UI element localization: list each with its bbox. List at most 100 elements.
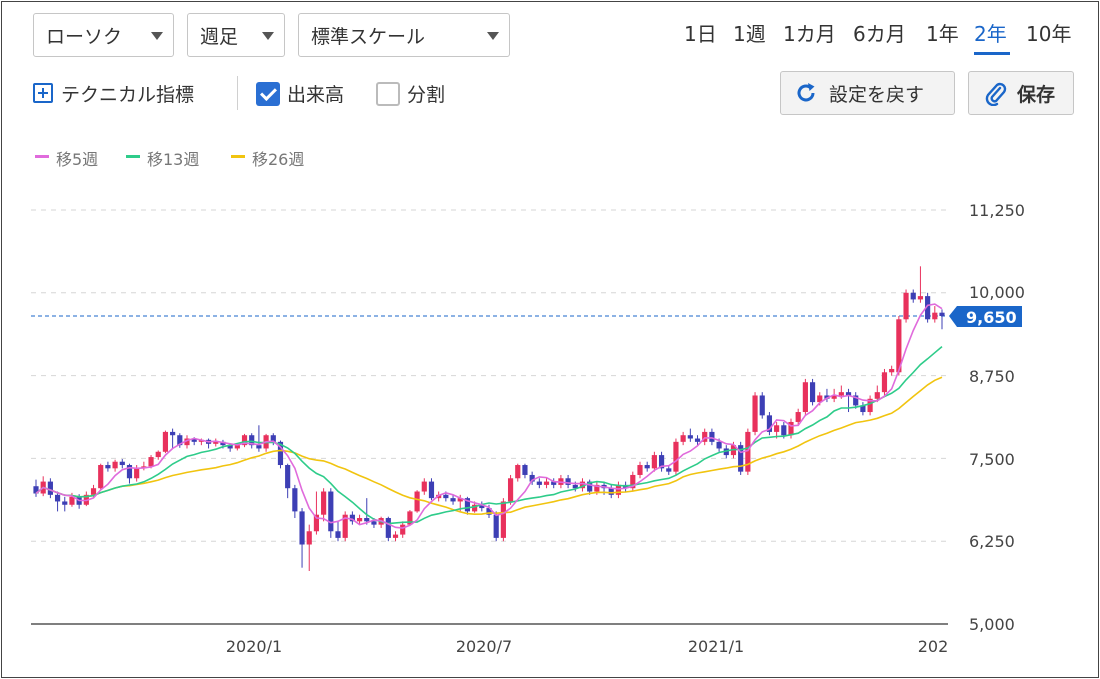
candle-body	[464, 498, 471, 512]
x-tick-label: 2020/7	[456, 637, 512, 656]
candle-body	[400, 524, 406, 535]
candle-body	[637, 465, 643, 475]
reset-settings-button[interactable]: 設定を戻す	[780, 71, 955, 115]
ma26-line	[35, 376, 943, 516]
legend-ma5-swatch	[35, 155, 49, 158]
candle-body	[98, 465, 104, 489]
candle-body	[457, 498, 463, 502]
candle-body	[536, 481, 542, 485]
candle-up	[112, 459, 118, 472]
candle-body	[889, 368, 895, 373]
candle-down	[694, 435, 701, 446]
y-tick-label: 7,500	[969, 450, 1015, 469]
candle-up	[932, 306, 938, 323]
candle-body	[896, 319, 902, 373]
candle-body	[191, 438, 197, 442]
candle-body	[802, 382, 808, 413]
current-price-label: 9,650	[966, 308, 1017, 327]
split-label: 分割	[407, 84, 446, 106]
candle-body	[867, 398, 873, 413]
candle-body	[234, 445, 240, 449]
candle-up	[515, 463, 521, 482]
candle-body	[874, 392, 880, 399]
candle-body	[177, 435, 183, 446]
chart-type-value: ローソク	[46, 25, 123, 48]
period-10y[interactable]: 10年	[1026, 22, 1072, 46]
chart-type-select[interactable]: ローソク	[33, 13, 174, 57]
candle-body	[155, 451, 161, 458]
candle-body	[932, 312, 938, 320]
ma13-line	[35, 345, 943, 525]
x-tick-label: 2021/1	[688, 637, 744, 656]
candle-body	[162, 431, 169, 452]
candle-body	[507, 478, 514, 502]
candle-body	[277, 441, 284, 466]
candle-body	[349, 514, 355, 522]
candle-body	[328, 491, 334, 532]
candle-body	[54, 494, 61, 502]
candle-down	[565, 474, 571, 489]
candle-body	[184, 438, 190, 446]
candle-up	[407, 510, 413, 526]
candle-body	[421, 481, 427, 492]
interval-select[interactable]: 週足	[187, 13, 285, 57]
candle-up	[917, 266, 924, 303]
candle-body	[831, 395, 837, 399]
candle-down	[939, 309, 945, 330]
candle-up	[83, 491, 89, 507]
candle-body	[759, 395, 765, 416]
candle-body	[788, 421, 794, 436]
candle-body	[709, 431, 715, 442]
y-tick-label: 8,750	[969, 367, 1015, 386]
save-button[interactable]: 保存	[968, 71, 1074, 115]
candle-up	[241, 433, 248, 448]
candle-body	[608, 488, 614, 495]
x-tick-label: 202	[918, 637, 949, 656]
candle-body	[90, 488, 97, 495]
candle-body	[69, 496, 75, 505]
candle-down	[292, 484, 298, 519]
candle-body	[364, 518, 370, 522]
candle-body	[249, 435, 255, 446]
candle-body	[371, 521, 377, 525]
split-checkbox[interactable]	[376, 82, 400, 106]
candle-body	[716, 441, 722, 449]
candle-body	[356, 518, 363, 522]
period-1w[interactable]: 1週	[733, 22, 766, 46]
candle-down	[119, 459, 125, 469]
scale-select[interactable]: 標準スケール	[298, 13, 510, 57]
candle-down	[270, 433, 276, 446]
plus-icon	[33, 83, 53, 103]
period-1m[interactable]: 1カ月	[783, 22, 836, 46]
candle-body	[673, 441, 679, 472]
candle-body	[809, 382, 816, 403]
candle-body	[925, 296, 931, 320]
candle-down	[464, 496, 471, 515]
candle-body	[62, 501, 68, 505]
period-1d[interactable]: 1日	[684, 22, 717, 46]
candle-down	[299, 508, 305, 568]
candle-up	[40, 476, 46, 497]
candle-up	[414, 490, 420, 513]
period-1y[interactable]: 1年	[926, 22, 959, 46]
candle-up	[673, 438, 679, 475]
candle-up	[903, 289, 909, 323]
candle-down	[925, 292, 931, 323]
candle-down	[364, 498, 370, 525]
candle-down	[709, 428, 715, 446]
candle-up	[213, 438, 219, 447]
chevron-down-icon	[487, 32, 499, 40]
candle-body	[256, 445, 262, 449]
candle-down	[126, 463, 133, 484]
candle-body	[479, 504, 485, 509]
candle-body	[500, 501, 506, 538]
candle-body	[321, 491, 327, 515]
candle-body	[529, 474, 535, 482]
period-6m[interactable]: 6カ月	[853, 22, 906, 46]
volume-checkbox[interactable]	[256, 82, 280, 106]
candle-down	[285, 463, 291, 499]
period-2y[interactable]: 2年	[974, 22, 1007, 46]
candle-body	[299, 511, 305, 545]
candle-down	[177, 433, 183, 448]
